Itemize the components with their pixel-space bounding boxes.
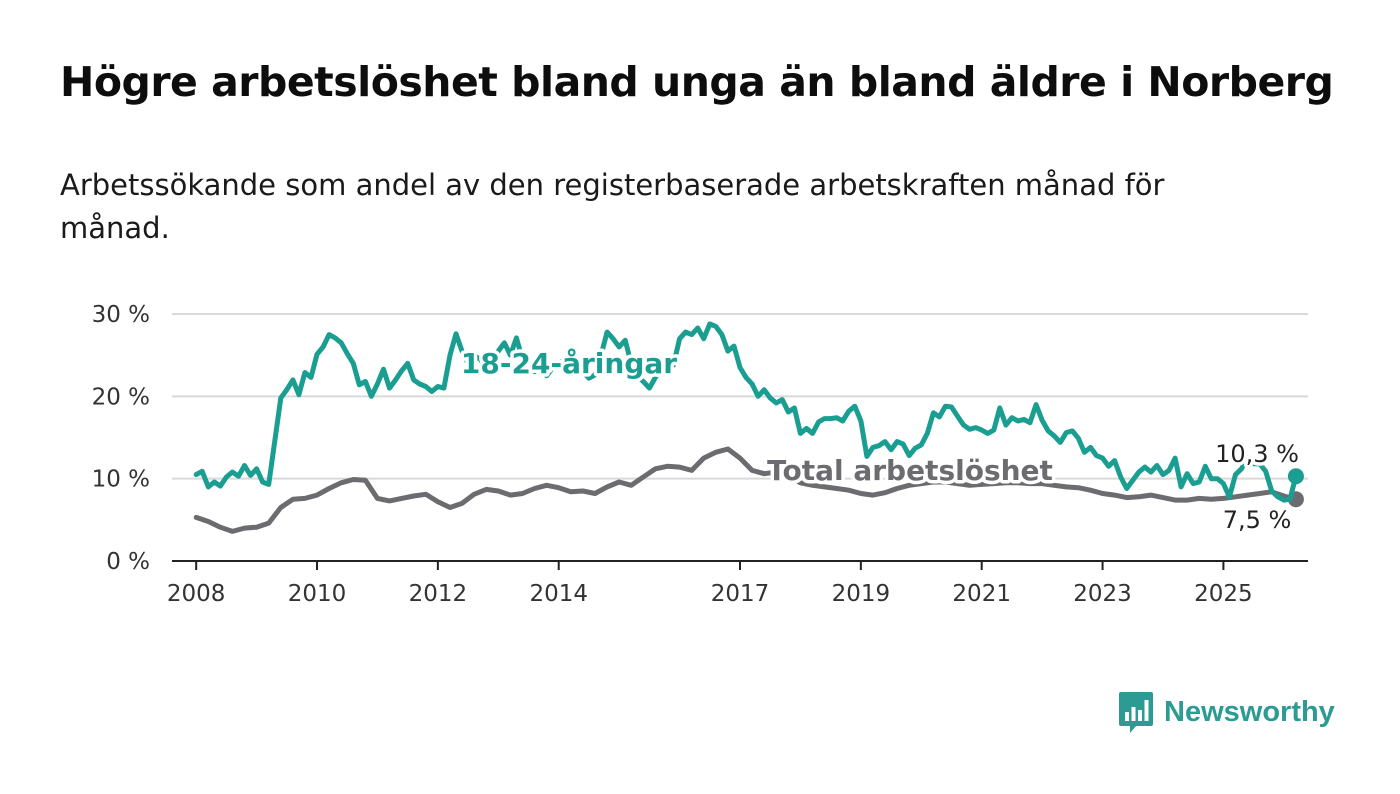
x-tick-label: 2021 xyxy=(952,581,1011,607)
series-labels: 18-24-åringar Total arbetslöshet 10,3 % 7,5… xyxy=(457,344,1302,538)
y-tick-label: 30 % xyxy=(92,302,150,328)
x-tick-label: 2019 xyxy=(832,581,891,607)
y-axis-ticks: 0 % 10 % 20 % 30 % xyxy=(92,302,150,575)
y-tick-label: 10 % xyxy=(92,467,150,493)
x-tick-label: 2025 xyxy=(1194,581,1253,607)
series-line-youth xyxy=(193,321,1299,503)
line-chart: 0 % 10 % 20 % 30 % 2008 2010 2012 2014 2017 2019… xyxy=(92,302,1308,607)
y-tick-label: 0 % xyxy=(106,549,150,575)
x-tick-label: 2017 xyxy=(711,581,770,607)
end-point-youth xyxy=(1287,468,1304,485)
y-tick-label: 20 % xyxy=(92,384,150,410)
x-tick-label: 2010 xyxy=(288,581,347,607)
x-tick-label: 2012 xyxy=(409,581,468,607)
gridlines xyxy=(172,313,1308,562)
x-axis-ticks: 2008 2010 2012 2014 2017 2019 2021 2023 2025 xyxy=(167,561,1253,607)
newsworthy-logo: Newsworthy xyxy=(1118,690,1335,734)
x-tick-label: 2023 xyxy=(1073,581,1132,607)
series-lines xyxy=(193,321,1304,534)
x-tick-label: 2014 xyxy=(529,581,588,607)
x-tick-label: 2008 xyxy=(167,581,226,607)
bar-chart-speech-bubble-icon xyxy=(1119,692,1153,733)
end-label-youth: 10,3 % xyxy=(1215,440,1299,468)
chart-subtitle: Arbetssökande som andel av den registerb… xyxy=(60,168,1165,245)
series-label-youth: 18-24-åringar xyxy=(461,347,677,380)
series-label-total: Total arbetslöshet xyxy=(767,454,1053,487)
chart-title: Högre arbetslöshet bland unga än bland ä… xyxy=(60,58,1334,106)
end-label-total: 7,5 % xyxy=(1223,506,1292,534)
brand-name: Newsworthy xyxy=(1164,695,1335,728)
series-line-total xyxy=(193,446,1299,534)
